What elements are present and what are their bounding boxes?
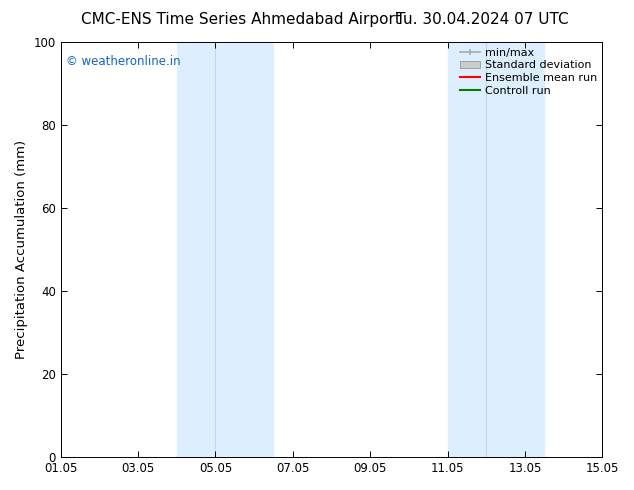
Text: Tu. 30.04.2024 07 UTC: Tu. 30.04.2024 07 UTC bbox=[396, 12, 568, 27]
Text: © weatheronline.in: © weatheronline.in bbox=[66, 54, 181, 68]
Text: CMC-ENS Time Series Ahmedabad Airport: CMC-ENS Time Series Ahmedabad Airport bbox=[81, 12, 401, 27]
Legend: min/max, Standard deviation, Ensemble mean run, Controll run: min/max, Standard deviation, Ensemble me… bbox=[458, 46, 599, 98]
Bar bbox=[448, 42, 544, 457]
Y-axis label: Precipitation Accumulation (mm): Precipitation Accumulation (mm) bbox=[15, 140, 28, 359]
Bar bbox=[177, 42, 273, 457]
